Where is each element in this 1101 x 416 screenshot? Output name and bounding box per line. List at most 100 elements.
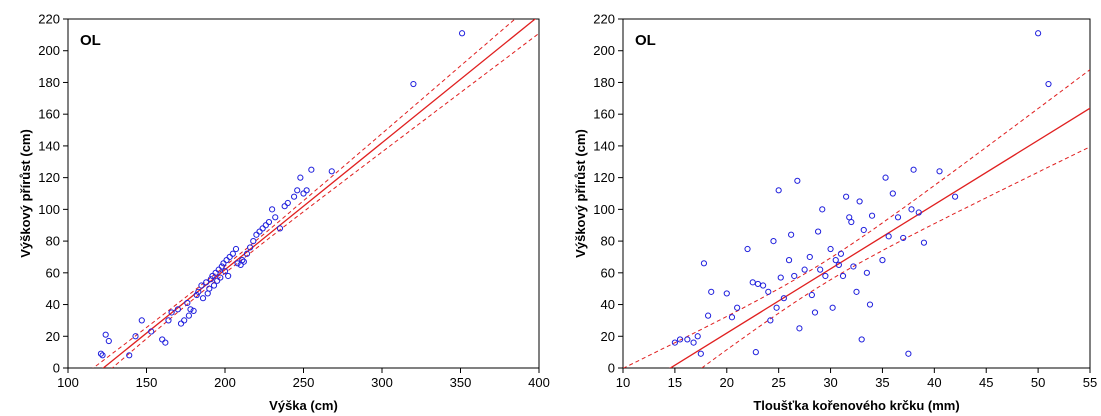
y-tick-label: 100 xyxy=(38,202,60,217)
x-tick-label: 250 xyxy=(293,375,315,390)
data-point xyxy=(259,225,266,232)
x-tick-label: 10 xyxy=(616,375,630,390)
data-point xyxy=(174,306,181,313)
data-point xyxy=(190,307,197,314)
data-point xyxy=(281,203,288,210)
data-point xyxy=(676,336,684,343)
data-point xyxy=(863,269,870,276)
data-point xyxy=(684,336,691,343)
data-point xyxy=(223,257,230,264)
x-tick-label: 35 xyxy=(875,375,889,390)
data-point xyxy=(212,269,219,276)
x-tick-label: 45 xyxy=(979,375,993,390)
data-point xyxy=(910,166,917,173)
data-point xyxy=(232,245,240,253)
y-tick-label: 120 xyxy=(593,170,615,185)
data-point xyxy=(184,299,191,307)
x-tick-label: 55 xyxy=(1083,375,1097,390)
y-tick-label: 220 xyxy=(593,12,615,27)
x-tick-label: 400 xyxy=(528,375,550,390)
y-tick-label: 160 xyxy=(593,107,615,122)
data-point xyxy=(243,250,251,257)
data-point xyxy=(138,317,145,324)
data-point xyxy=(794,177,801,184)
y-tick-label: 120 xyxy=(38,170,60,185)
data-point xyxy=(744,245,751,253)
confidence-upper xyxy=(623,69,1090,368)
data-point xyxy=(276,225,284,232)
data-point xyxy=(97,350,105,357)
data-point xyxy=(704,312,712,319)
y-tick-label: 60 xyxy=(601,265,615,280)
data-point xyxy=(162,339,169,346)
data-point xyxy=(210,282,218,289)
data-point xyxy=(181,317,188,324)
panel-label-right: OL xyxy=(635,32,656,49)
x-tick-label: 15 xyxy=(668,375,682,390)
data-point xyxy=(159,336,166,343)
data-point xyxy=(303,187,310,194)
data-point xyxy=(671,339,678,346)
data-point xyxy=(225,272,232,280)
data-point xyxy=(767,317,774,324)
data-point xyxy=(253,231,260,238)
data-point xyxy=(284,199,291,207)
data-point xyxy=(822,272,829,280)
regression-lines-right xyxy=(623,69,1090,368)
x-tick-label: 40 xyxy=(927,375,941,390)
data-point xyxy=(694,333,701,340)
panel-label-left: OL xyxy=(80,32,101,49)
data-point xyxy=(936,168,943,175)
data-point xyxy=(239,257,246,264)
y-tick-label: 80 xyxy=(46,234,60,249)
data-point xyxy=(165,317,172,324)
data-point xyxy=(256,228,263,235)
x-tick-label: 150 xyxy=(136,375,158,390)
data-point xyxy=(185,312,192,319)
data-point xyxy=(218,263,225,270)
data-point xyxy=(234,260,241,267)
data-point xyxy=(905,350,912,357)
y-tick-label: 40 xyxy=(46,297,60,312)
data-point xyxy=(226,253,233,261)
fit-line xyxy=(669,107,1090,368)
x-tick-label: 30 xyxy=(823,375,837,390)
y-tick-label: 0 xyxy=(53,361,60,376)
data-point xyxy=(796,325,803,332)
data-point xyxy=(187,306,194,313)
y-axis-title-right: Výškový přírůst (cm) xyxy=(573,129,588,258)
data-point xyxy=(900,234,907,242)
y-tick-label: 60 xyxy=(46,265,60,280)
y-tick-label: 0 xyxy=(608,361,615,376)
y-tick-label: 200 xyxy=(593,43,615,58)
data-point xyxy=(1045,80,1052,88)
chart-panel-right: 0 20 40 60 80 100 120 140 160 180 200 220 10 15 20 25 3… xyxy=(573,12,1097,414)
data-point xyxy=(168,309,175,316)
data-point xyxy=(265,218,273,226)
data-point xyxy=(882,174,889,181)
y-tick-label: 140 xyxy=(38,138,60,153)
data-point xyxy=(780,295,787,302)
x-tick-label: 200 xyxy=(214,375,236,390)
data-point xyxy=(308,166,315,173)
data-points-left xyxy=(97,30,466,359)
data-point xyxy=(195,288,202,295)
data-point xyxy=(808,291,815,299)
data-point xyxy=(819,206,826,213)
data-point xyxy=(915,209,922,216)
fit-line xyxy=(102,19,537,368)
data-point xyxy=(951,193,959,200)
y-ticks-right: 0 20 40 60 80 100 120 140 160 180 200 220 xyxy=(593,12,623,376)
data-point xyxy=(775,187,782,194)
data-point xyxy=(866,301,874,308)
data-point xyxy=(770,237,777,245)
x-tick-label: 300 xyxy=(371,375,393,390)
data-point xyxy=(297,174,304,181)
y-tick-label: 180 xyxy=(593,75,615,90)
data-point xyxy=(752,349,759,356)
plot-area-right xyxy=(622,18,1091,369)
data-point xyxy=(829,304,836,311)
data-point xyxy=(262,222,269,229)
data-point xyxy=(700,260,708,267)
